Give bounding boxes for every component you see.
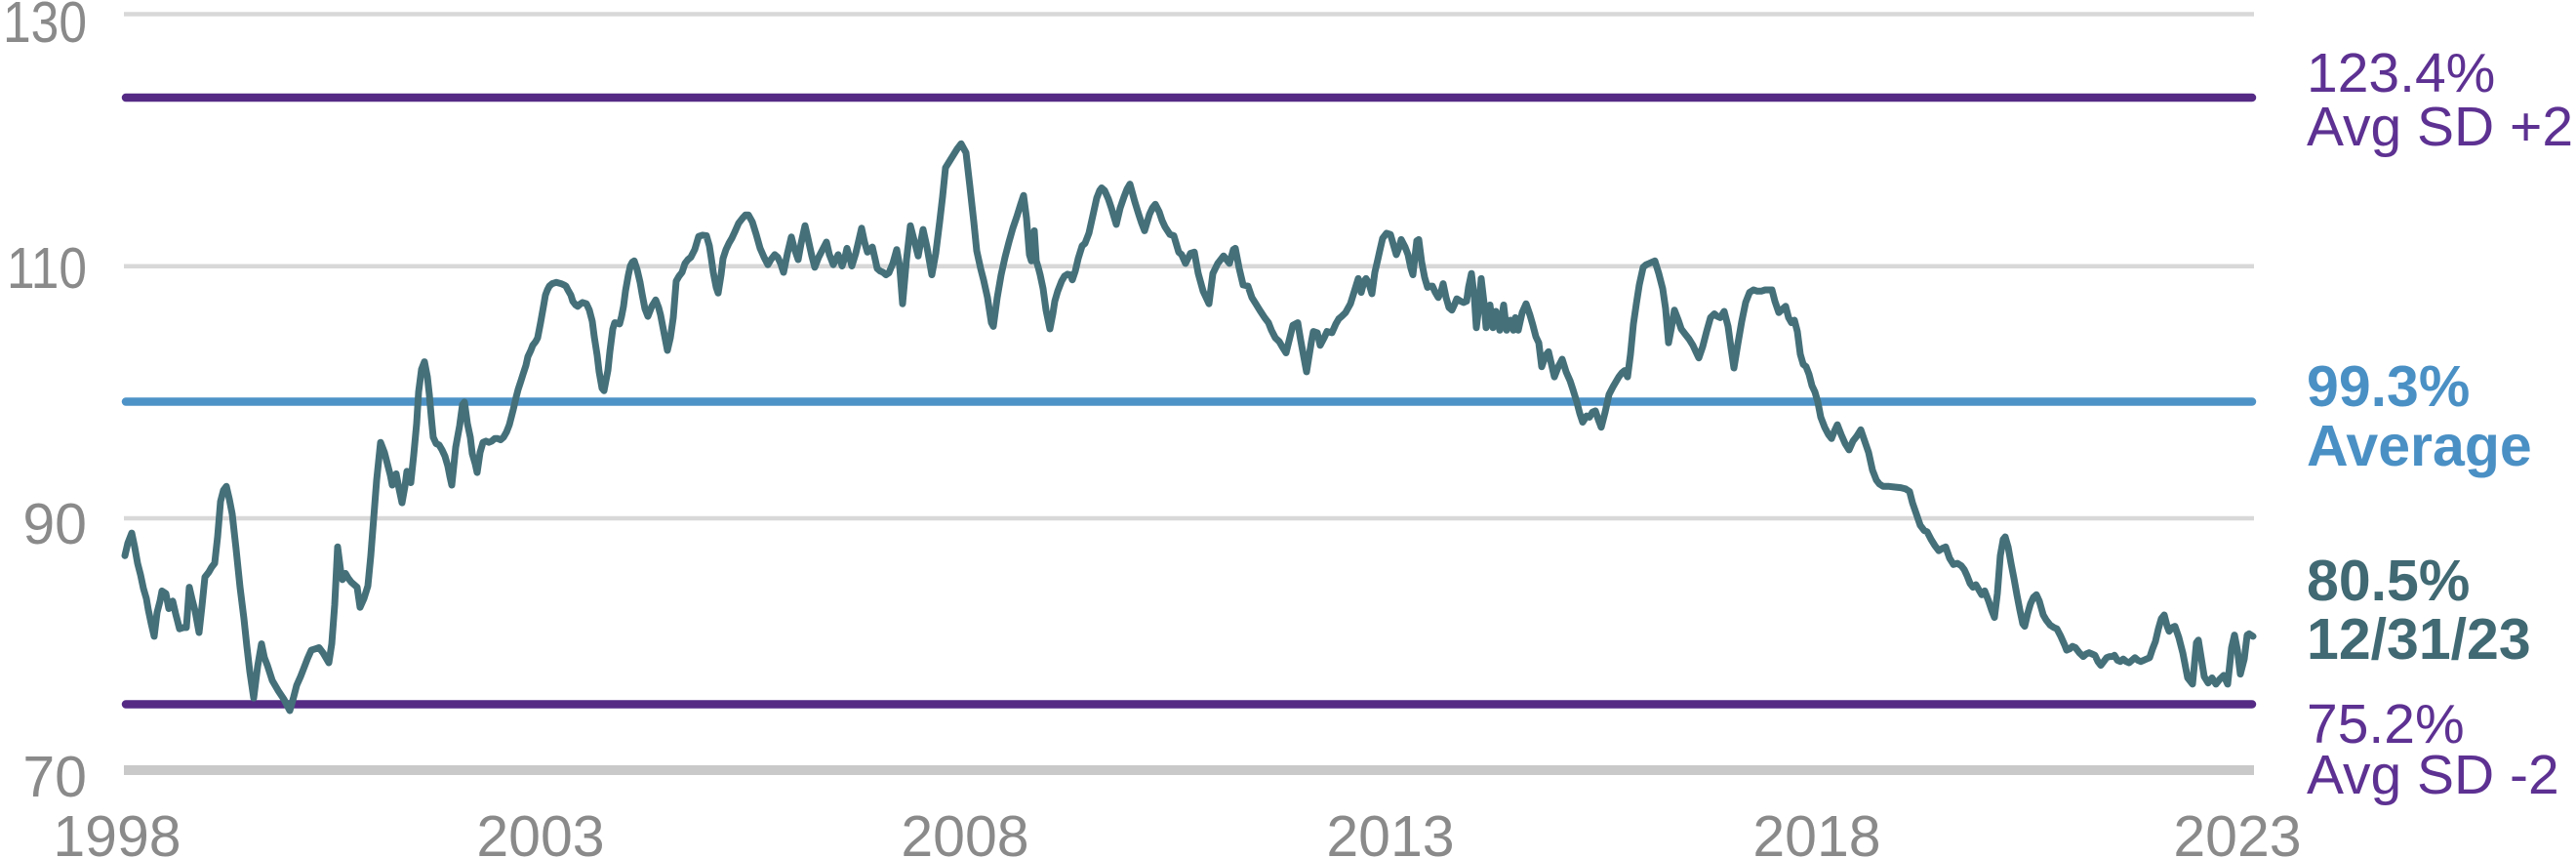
svg-text:Avg SD -2: Avg SD -2 bbox=[2307, 744, 2559, 806]
svg-text:90: 90 bbox=[22, 492, 87, 556]
svg-text:70: 70 bbox=[22, 745, 87, 809]
svg-text:Avg SD +2: Avg SD +2 bbox=[2307, 96, 2573, 158]
svg-text:12/31/23: 12/31/23 bbox=[2307, 607, 2531, 672]
svg-text:130: 130 bbox=[3, 0, 87, 55]
svg-text:Average: Average bbox=[2307, 414, 2532, 478]
svg-text:2023: 2023 bbox=[2173, 804, 2301, 858]
svg-text:2013: 2013 bbox=[1326, 804, 1454, 858]
svg-text:2018: 2018 bbox=[1752, 804, 1880, 858]
svg-text:99.3%: 99.3% bbox=[2307, 354, 2470, 419]
svg-text:1998: 1998 bbox=[53, 804, 181, 858]
svg-text:80.5%: 80.5% bbox=[2307, 549, 2470, 613]
svg-text:2003: 2003 bbox=[476, 804, 604, 858]
svg-text:110: 110 bbox=[7, 236, 87, 301]
svg-text:2008: 2008 bbox=[901, 804, 1028, 858]
svg-text:123.4%: 123.4% bbox=[2307, 42, 2495, 104]
svg-text:75.2%: 75.2% bbox=[2307, 693, 2465, 756]
